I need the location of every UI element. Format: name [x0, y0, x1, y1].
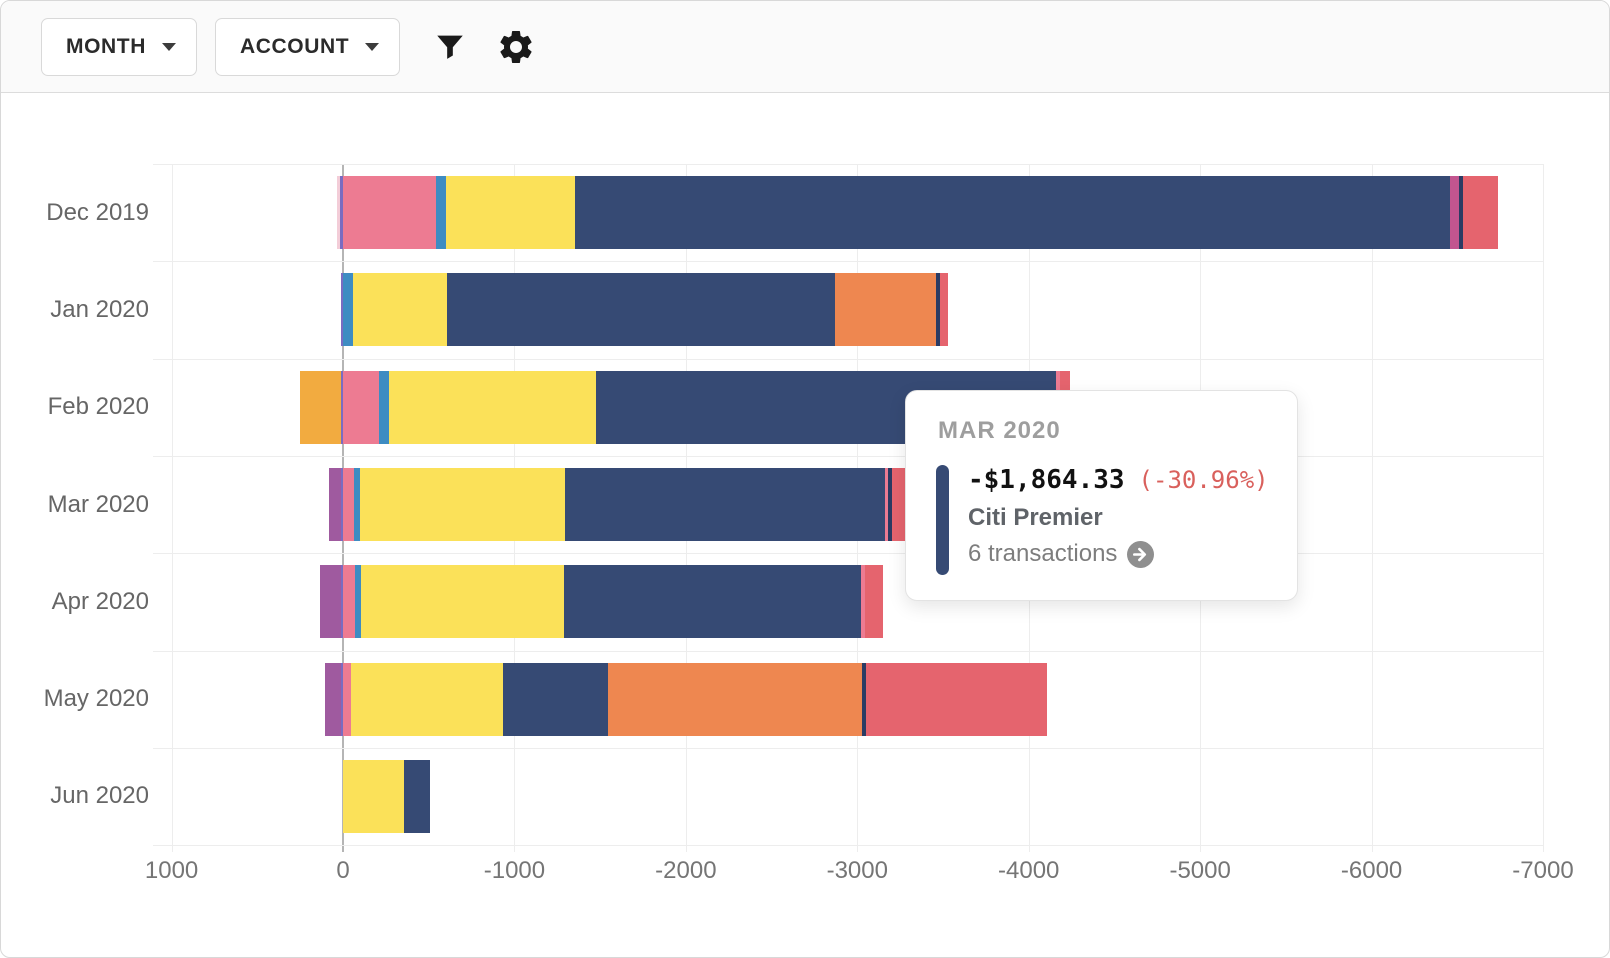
bar-segment[interactable]: [574, 176, 1450, 250]
bar-segment[interactable]: [340, 176, 343, 250]
tooltip-category-accent-bar: [936, 465, 949, 575]
x-tick-label: 0: [336, 857, 350, 884]
bar-segment[interactable]: [564, 565, 861, 639]
bar-segment[interactable]: [1462, 176, 1499, 250]
bar-segment[interactable]: [340, 565, 343, 639]
chevron-down-icon: [162, 42, 176, 51]
bar-segment[interactable]: [355, 565, 361, 639]
x-tick-label: -4000: [998, 857, 1060, 884]
bar-segment[interactable]: [1459, 176, 1463, 250]
bar-segment[interactable]: [884, 468, 889, 542]
row-separator: [153, 261, 1543, 263]
toolbar: MONTH ACCOUNT: [1, 1, 1609, 93]
bar-segment[interactable]: [343, 370, 379, 444]
bar-segment[interactable]: [447, 273, 835, 347]
bar-segment[interactable]: [361, 565, 565, 639]
bar-segment[interactable]: [336, 176, 341, 250]
bar-segment[interactable]: [608, 662, 862, 736]
row-separator: [153, 650, 1543, 652]
bar-segment[interactable]: [359, 468, 566, 542]
bar-segment[interactable]: [446, 176, 575, 250]
row-separator: [153, 164, 1543, 165]
tooltip-amount: -$1,864.33: [968, 465, 1125, 495]
bar-segment[interactable]: [324, 662, 342, 736]
month-label: Jan 2020: [50, 295, 149, 323]
row-separator: [153, 747, 1543, 749]
bar-segment[interactable]: [340, 370, 343, 444]
bar-segment[interactable]: [860, 565, 865, 639]
tooltip-month-title: MAR 2020: [938, 417, 1061, 444]
bar-segment[interactable]: [936, 273, 941, 347]
chevron-down-icon: [365, 42, 380, 51]
tooltip-percent-change: (-30.96%): [1138, 466, 1269, 494]
x-tick-label: -1000: [483, 857, 546, 884]
month-dropdown-button[interactable]: MONTH: [41, 17, 197, 76]
x-tick-label: -6000: [1340, 857, 1403, 884]
filter-icon[interactable]: [426, 23, 474, 71]
bar-segment[interactable]: [891, 468, 905, 542]
bar-segment[interactable]: [404, 759, 431, 833]
month-label: Mar 2020: [47, 490, 149, 518]
tooltip-transaction-count: 6 transactions: [968, 540, 1118, 567]
row-separator: [153, 845, 1543, 847]
bar-segment[interactable]: [299, 370, 341, 444]
arrow-right-circle-icon[interactable]: [1127, 540, 1155, 568]
gridline: [171, 164, 173, 852]
bar-segment[interactable]: [328, 468, 341, 542]
row-separator: [153, 553, 1543, 555]
bar-segment[interactable]: [835, 273, 937, 347]
gridline: [1543, 164, 1544, 852]
gear-icon[interactable]: [492, 23, 540, 71]
bar-segment[interactable]: [888, 468, 892, 542]
bar-segment[interactable]: [379, 370, 389, 444]
month-label: Dec 2019: [46, 198, 149, 226]
x-tick-label: 1000: [144, 857, 199, 884]
row-separator: [153, 455, 1543, 457]
month-dropdown-label: MONTH: [66, 34, 146, 58]
bar-segment[interactable]: [565, 468, 885, 542]
bar-segment[interactable]: [341, 662, 343, 736]
row-separator: [153, 358, 1543, 360]
bar-segment[interactable]: [1449, 176, 1459, 250]
x-tick-label: -2000: [655, 857, 717, 884]
bar-segment[interactable]: [865, 662, 1048, 736]
bar-segment[interactable]: [861, 662, 866, 736]
bar-segment[interactable]: [352, 273, 448, 347]
bar-segment[interactable]: [351, 662, 504, 736]
account-dropdown-label: ACCOUNT: [240, 34, 350, 58]
x-tick-label: -5000: [1169, 857, 1231, 884]
bar-segment[interactable]: [343, 662, 352, 736]
bar-segment[interactable]: [940, 273, 949, 347]
x-tick-label: -3000: [826, 857, 888, 884]
bar-segment[interactable]: [343, 759, 405, 833]
month-label: May 2020: [43, 685, 149, 713]
tooltip-account-name: Citi Premier: [968, 504, 1103, 531]
bar-segment[interactable]: [343, 273, 353, 347]
gridline: [1371, 164, 1373, 852]
bar-segment[interactable]: [343, 468, 354, 542]
bar-segment[interactable]: [864, 565, 883, 639]
month-label: Feb 2020: [47, 393, 149, 421]
bar-segment[interactable]: [343, 565, 355, 639]
bar-segment[interactable]: [340, 468, 343, 542]
bar-segment[interactable]: [320, 565, 341, 639]
bar-segment[interactable]: [388, 370, 597, 444]
month-label: Apr 2020: [51, 587, 149, 615]
account-dropdown-button[interactable]: ACCOUNT: [215, 17, 401, 76]
bar-segment[interactable]: [343, 176, 437, 250]
tooltip: MAR 2020 -$1,864.33 (-30.96%) Citi Premi…: [905, 390, 1298, 601]
bar-segment[interactable]: [340, 273, 343, 347]
bar-segment[interactable]: [503, 662, 609, 736]
bar-segment[interactable]: [436, 176, 447, 250]
x-tick-label: -7000: [1512, 857, 1574, 884]
month-label: Jun 2020: [50, 782, 149, 810]
bar-segment[interactable]: [353, 468, 360, 542]
